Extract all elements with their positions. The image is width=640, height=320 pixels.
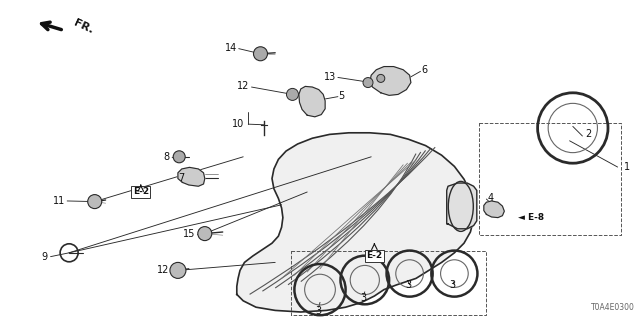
Text: E-2: E-2 bbox=[132, 188, 149, 196]
Text: 8: 8 bbox=[163, 152, 170, 163]
Text: 12: 12 bbox=[157, 265, 170, 275]
Text: 5: 5 bbox=[338, 91, 344, 101]
Text: ◄ E-8: ◄ E-8 bbox=[518, 213, 544, 222]
Text: 12: 12 bbox=[237, 81, 249, 92]
Polygon shape bbox=[178, 167, 205, 186]
Polygon shape bbox=[237, 133, 474, 312]
Polygon shape bbox=[447, 183, 477, 229]
Text: 1: 1 bbox=[624, 162, 630, 172]
Text: 3: 3 bbox=[449, 280, 456, 291]
Circle shape bbox=[377, 74, 385, 82]
Circle shape bbox=[170, 262, 186, 278]
Circle shape bbox=[198, 227, 212, 241]
Text: 11: 11 bbox=[53, 196, 65, 206]
Polygon shape bbox=[370, 67, 411, 95]
Circle shape bbox=[287, 88, 298, 100]
Text: 3: 3 bbox=[360, 292, 367, 303]
Text: 13: 13 bbox=[324, 72, 336, 83]
Text: 14: 14 bbox=[225, 43, 237, 53]
Polygon shape bbox=[299, 86, 325, 117]
Text: 7: 7 bbox=[178, 172, 184, 183]
Text: 4: 4 bbox=[488, 193, 494, 204]
Text: T0A4E0300: T0A4E0300 bbox=[591, 303, 635, 312]
Circle shape bbox=[253, 47, 268, 61]
Text: 2: 2 bbox=[586, 129, 592, 140]
Polygon shape bbox=[484, 201, 504, 218]
Text: 3: 3 bbox=[315, 306, 321, 316]
Text: 6: 6 bbox=[421, 65, 428, 76]
Text: 3: 3 bbox=[405, 280, 412, 291]
Text: FR.: FR. bbox=[72, 18, 95, 36]
Text: 15: 15 bbox=[183, 228, 195, 239]
Text: 9: 9 bbox=[42, 252, 48, 262]
Circle shape bbox=[88, 195, 102, 209]
Circle shape bbox=[173, 151, 185, 163]
Circle shape bbox=[363, 77, 373, 88]
Text: E-2: E-2 bbox=[366, 252, 383, 260]
Text: 10: 10 bbox=[232, 119, 244, 129]
